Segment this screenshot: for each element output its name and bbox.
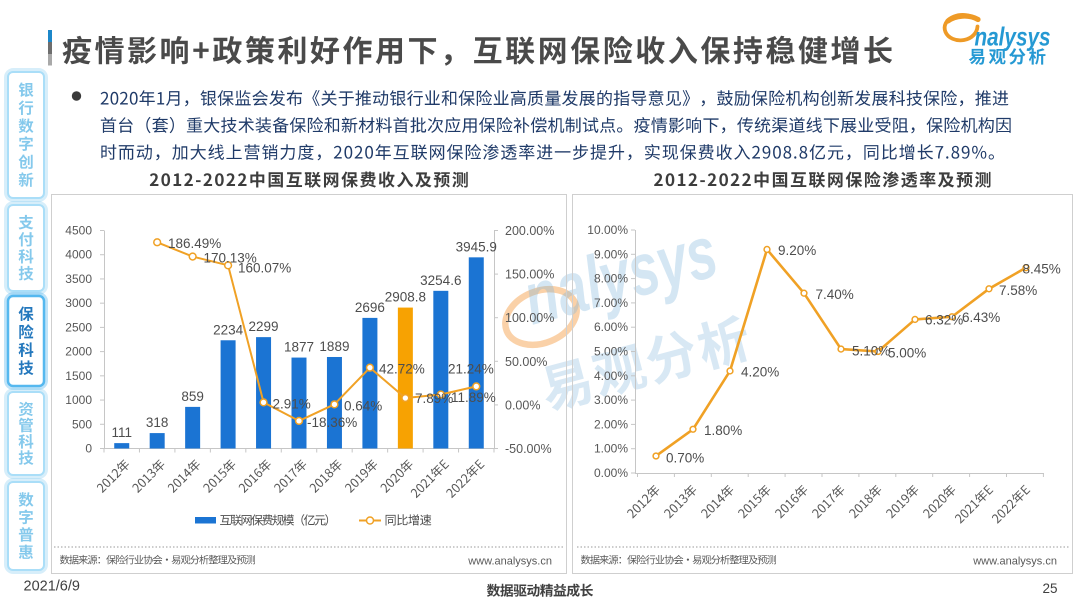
svg-text:1.00%: 1.00%	[594, 442, 628, 456]
svg-text:0.70%: 0.70%	[666, 450, 704, 465]
svg-text:2696: 2696	[355, 300, 385, 315]
svg-text:10.00%: 10.00%	[587, 223, 628, 237]
svg-text:3254.6: 3254.6	[420, 273, 461, 288]
svg-text:9.00%: 9.00%	[594, 247, 628, 261]
svg-text:4000: 4000	[65, 248, 92, 262]
svg-text:6.43%: 6.43%	[962, 310, 1000, 325]
svg-text:nalysys: nalysys	[975, 22, 1051, 52]
svg-text:2000: 2000	[65, 345, 92, 359]
svg-text:25: 25	[1042, 581, 1057, 596]
svg-text:0: 0	[85, 442, 92, 456]
svg-text:5.00%: 5.00%	[594, 345, 628, 359]
svg-text:2299: 2299	[249, 319, 279, 334]
svg-text:5.10%: 5.10%	[852, 343, 890, 358]
svg-text:11.89%: 11.89%	[451, 390, 496, 405]
svg-text:2.00%: 2.00%	[594, 417, 628, 431]
svg-text:200.00%: 200.00%	[505, 224, 554, 238]
svg-text:5.00%: 5.00%	[888, 345, 926, 360]
svg-text:9.20%: 9.20%	[778, 243, 816, 258]
svg-text:50.00%: 50.00%	[505, 355, 547, 369]
svg-text:2500: 2500	[65, 320, 92, 334]
svg-text:500: 500	[72, 417, 92, 431]
svg-text:6.32%: 6.32%	[925, 312, 963, 327]
svg-text:4500: 4500	[65, 224, 92, 238]
svg-text:1.80%: 1.80%	[704, 423, 742, 438]
svg-text:7.89%: 7.89%	[415, 391, 453, 406]
svg-text:160.07%: 160.07%	[238, 260, 291, 275]
svg-text:1000: 1000	[65, 393, 92, 407]
svg-text:1500: 1500	[65, 369, 92, 383]
svg-text:6.00%: 6.00%	[594, 320, 628, 334]
svg-text:8.45%: 8.45%	[1023, 261, 1061, 276]
svg-text:170.13%: 170.13%	[204, 251, 257, 266]
svg-text:2.91%: 2.91%	[273, 396, 311, 411]
svg-text:150.00%: 150.00%	[505, 268, 554, 282]
svg-text:3.00%: 3.00%	[594, 393, 628, 407]
svg-text:www.analysys.cn: www.analysys.cn	[467, 556, 552, 568]
svg-text:4.20%: 4.20%	[741, 364, 779, 379]
svg-text:3000: 3000	[65, 296, 92, 310]
svg-text:7.58%: 7.58%	[999, 283, 1037, 298]
svg-text:-50.00%: -50.00%	[505, 442, 552, 456]
svg-text:0.00%: 0.00%	[594, 466, 628, 480]
svg-text:4.00%: 4.00%	[594, 369, 628, 383]
svg-text:8.00%: 8.00%	[594, 272, 628, 286]
svg-text:100.00%: 100.00%	[505, 311, 554, 325]
svg-text:1877: 1877	[284, 340, 314, 355]
svg-text:21.24%: 21.24%	[448, 362, 494, 377]
svg-text:1889: 1889	[319, 339, 349, 354]
svg-text:www.analysys.cn: www.analysys.cn	[972, 556, 1057, 568]
svg-text:186.49%: 186.49%	[168, 236, 221, 251]
svg-text:0.00%: 0.00%	[505, 398, 540, 412]
svg-text:42.72%: 42.72%	[379, 361, 425, 376]
svg-text:318: 318	[146, 415, 169, 430]
svg-text:111: 111	[111, 425, 132, 440]
svg-text:2908.8: 2908.8	[385, 290, 426, 305]
svg-text:0.64%: 0.64%	[344, 398, 382, 413]
svg-text:3945.9: 3945.9	[456, 239, 497, 254]
svg-text:7.40%: 7.40%	[816, 287, 854, 302]
svg-text:2021/6/9: 2021/6/9	[24, 579, 80, 595]
svg-text:7.00%: 7.00%	[594, 296, 628, 310]
svg-text:859: 859	[181, 389, 204, 404]
svg-text:3500: 3500	[65, 272, 92, 286]
svg-text:2234: 2234	[213, 322, 244, 337]
svg-text:-18.36%: -18.36%	[307, 415, 357, 430]
